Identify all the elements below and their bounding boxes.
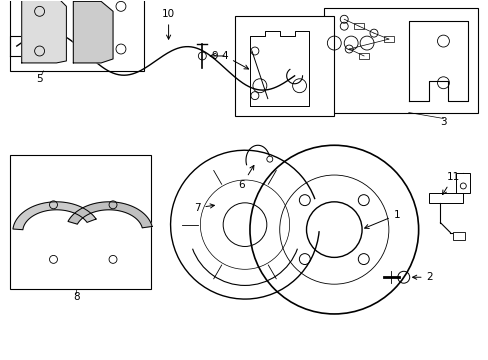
Polygon shape bbox=[13, 202, 96, 230]
Polygon shape bbox=[73, 1, 113, 63]
Bar bbox=[324, 8, 477, 113]
Text: 7: 7 bbox=[193, 203, 214, 213]
Text: 11: 11 bbox=[442, 172, 459, 194]
Bar bbox=[235, 16, 334, 116]
Bar bbox=[427, 193, 462, 203]
Text: 9: 9 bbox=[211, 51, 218, 61]
Text: 1: 1 bbox=[364, 210, 400, 229]
Polygon shape bbox=[21, 0, 66, 63]
Text: 2: 2 bbox=[412, 272, 432, 282]
Text: 6: 6 bbox=[238, 166, 253, 190]
Bar bbox=[452, 231, 464, 239]
Polygon shape bbox=[68, 202, 152, 228]
Text: 3: 3 bbox=[439, 117, 446, 127]
Bar bbox=[10, 155, 150, 289]
Text: 4: 4 bbox=[221, 51, 248, 69]
Bar bbox=[383, 36, 393, 42]
Bar bbox=[455, 173, 469, 193]
Bar bbox=[353, 23, 364, 29]
Text: 5: 5 bbox=[36, 74, 43, 84]
Text: 8: 8 bbox=[73, 292, 80, 302]
Bar bbox=[358, 53, 368, 59]
Bar bbox=[10, 0, 143, 71]
Text: 10: 10 bbox=[162, 9, 175, 39]
